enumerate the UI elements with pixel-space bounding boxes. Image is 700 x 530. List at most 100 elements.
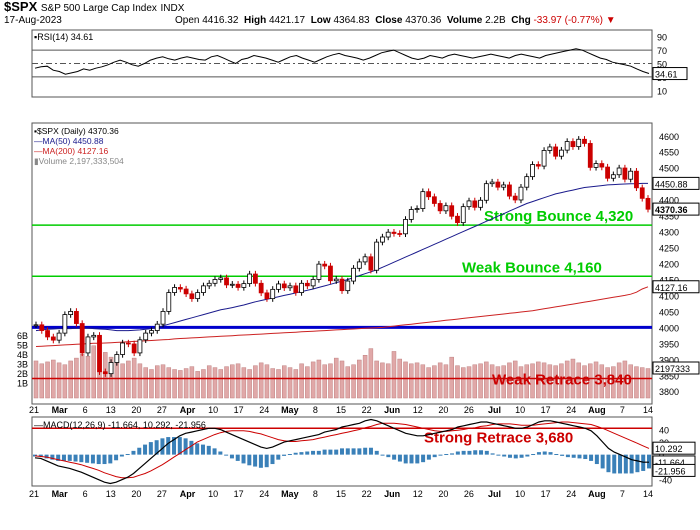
volume-bar xyxy=(276,369,281,399)
candle-body xyxy=(455,215,460,224)
volume-bar xyxy=(39,363,45,399)
volume-bar xyxy=(368,348,374,399)
price-tag: 2197333 xyxy=(655,364,690,374)
volume-bar xyxy=(409,363,414,399)
volume-bar xyxy=(599,364,605,399)
price-tag: 4127.16 xyxy=(655,283,688,293)
x-tick-label-bottom: 24 xyxy=(566,489,576,499)
candle-body xyxy=(172,287,177,293)
candle-body xyxy=(558,149,564,157)
volume-bar xyxy=(178,370,183,399)
candle-body xyxy=(310,279,316,287)
x-tick-label-bottom: Jul xyxy=(488,489,501,499)
open-value: 4416.32 xyxy=(202,15,239,26)
candle-body xyxy=(68,310,74,315)
macd-histogram-bar xyxy=(85,454,90,463)
price-tag-box xyxy=(652,280,700,294)
candle-body xyxy=(362,256,368,263)
volume-bar xyxy=(149,369,154,399)
volume-bar xyxy=(143,367,148,399)
macd-histogram-bar xyxy=(368,447,373,455)
price-tick-label: 4400 xyxy=(659,196,679,206)
macd-histogram-bar xyxy=(276,454,281,460)
candle-body xyxy=(501,184,507,188)
candle-body xyxy=(368,256,374,271)
volume-bar xyxy=(212,367,218,399)
ohlc-readout: Open 4416.32 High 4421.17 Low 4364.83 Cl… xyxy=(175,15,616,26)
x-tick-label-bottom: Jun xyxy=(384,489,400,499)
volume-bar xyxy=(628,364,633,399)
macd-histogram-bar xyxy=(108,454,113,464)
candle-body xyxy=(39,324,45,331)
volume-tick-label: 1B xyxy=(17,379,28,389)
rsi-value-tag: 34.61 xyxy=(655,70,678,80)
volume-bar xyxy=(287,367,293,399)
x-tick-label: May xyxy=(281,405,299,415)
candle-body xyxy=(143,332,149,341)
candle-body xyxy=(33,324,39,327)
chart-date: 17-Aug-2023 xyxy=(4,15,62,26)
candle-body xyxy=(304,282,310,287)
down-arrow-icon: ▼ xyxy=(605,15,616,26)
volume-bar xyxy=(270,368,275,399)
volume-bar xyxy=(564,360,570,399)
macd-histogram-bar xyxy=(565,454,570,458)
volume-bar xyxy=(299,363,304,399)
macd-histogram-bar xyxy=(33,454,37,457)
candle-body xyxy=(437,203,443,212)
candle-body xyxy=(524,176,530,188)
candle-body xyxy=(426,191,432,198)
macd-histogram-bar xyxy=(554,454,559,456)
price-tick-label: 4100 xyxy=(659,291,679,301)
macd-histogram-bar xyxy=(212,448,217,455)
macd-histogram-bar xyxy=(345,448,350,455)
macd-tag: -21.956 xyxy=(655,466,686,476)
macd-histogram-bar xyxy=(73,454,78,462)
candle-body xyxy=(518,186,524,201)
open-label: Open xyxy=(175,15,200,26)
price-tick-label: 3900 xyxy=(659,355,679,365)
candle-body xyxy=(114,354,120,363)
macd-histogram-bar xyxy=(490,453,495,455)
x-tick-label-bottom: 14 xyxy=(643,489,653,499)
candle-body xyxy=(582,138,587,144)
volume-bar xyxy=(385,363,391,399)
macd-histogram-bar xyxy=(583,454,588,460)
macd-histogram-bar xyxy=(386,454,391,458)
x-tick-label: 14 xyxy=(643,405,653,415)
x-tick-label-bottom: 21 xyxy=(29,489,39,499)
symbol-name: S&P 500 Large Cap Index xyxy=(40,3,157,14)
volume-bar xyxy=(79,354,85,399)
volume-bar xyxy=(536,361,541,399)
volume-bar xyxy=(247,369,252,399)
candle-body xyxy=(293,285,299,293)
candle-body xyxy=(351,267,356,282)
volume-bar xyxy=(264,364,270,399)
macd-histogram-bar xyxy=(206,445,211,455)
volume-bar xyxy=(218,369,224,399)
x-tick-label-bottom: 7 xyxy=(620,489,625,499)
candle-body xyxy=(247,273,253,285)
volume-bar xyxy=(154,365,160,399)
volume-bar xyxy=(634,366,639,399)
macd-histogram-bar xyxy=(56,454,61,461)
volume-bar xyxy=(201,369,206,399)
volume-bar xyxy=(120,363,125,399)
macd-histogram-bar xyxy=(461,450,466,455)
candle-body xyxy=(160,310,166,325)
macd-line xyxy=(34,418,649,485)
candle-body xyxy=(91,334,97,338)
rsi-title: ▪RSI(14) 34.61 xyxy=(34,32,93,42)
volume-bar xyxy=(472,364,478,399)
macd-histogram-bar xyxy=(629,454,634,474)
candle-body xyxy=(570,141,576,148)
volume-tick-label: 6B xyxy=(17,331,28,341)
price-tag-box xyxy=(652,361,700,375)
volume-bar xyxy=(85,355,91,399)
macd-histogram-bar xyxy=(444,454,449,456)
price-tick-label: 4000 xyxy=(659,323,679,333)
candle-body xyxy=(45,330,50,338)
rsi-tick-label: 50 xyxy=(657,60,667,70)
macd-histogram-bar xyxy=(525,454,530,457)
macd-histogram-bar xyxy=(600,454,605,469)
